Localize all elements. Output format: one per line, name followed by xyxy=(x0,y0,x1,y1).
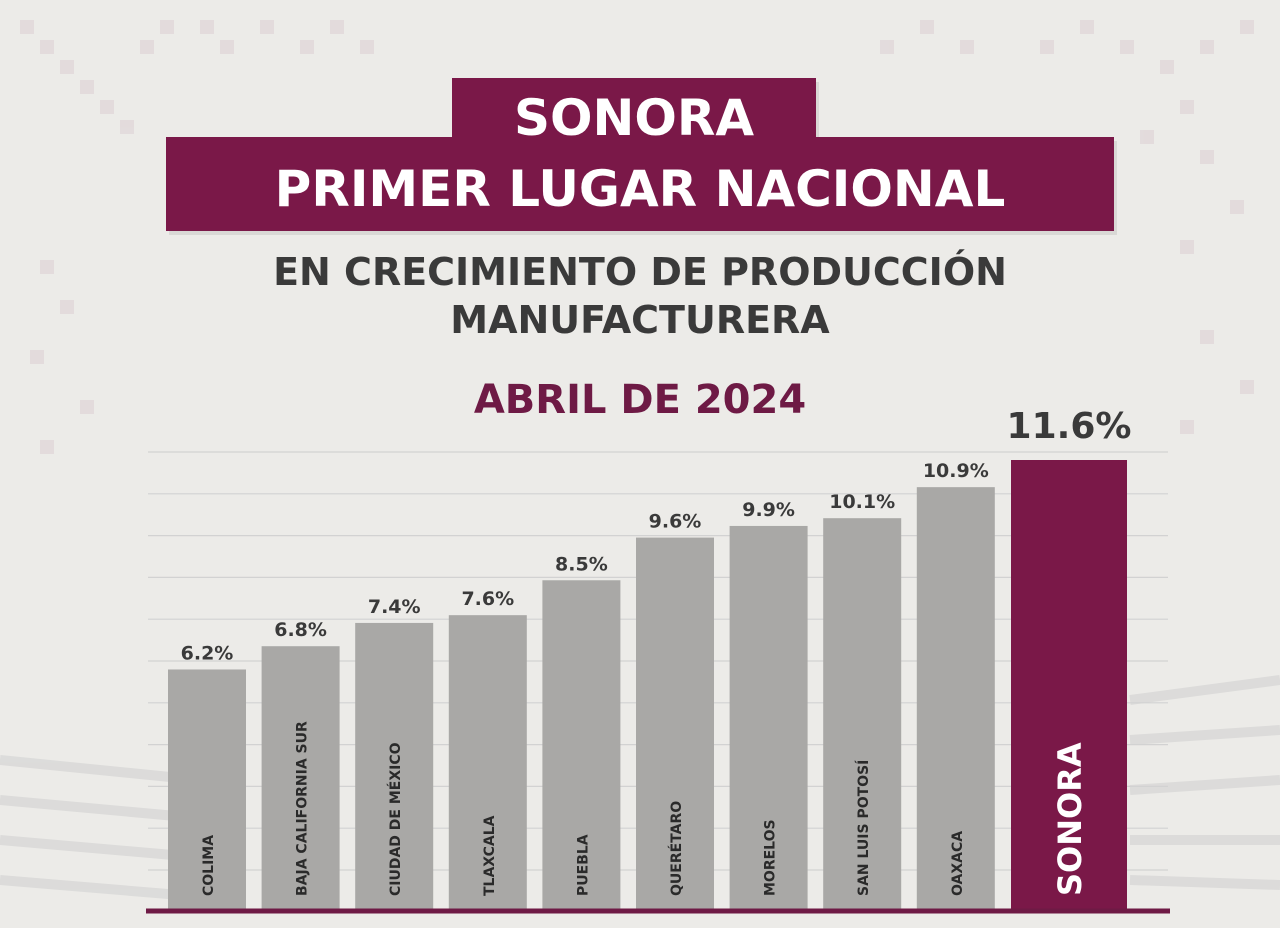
category-label: OAXACA xyxy=(950,831,966,896)
category-label: BAJA CALIFORNIA SUR xyxy=(295,721,311,896)
title-line-2: PRIMER LUGAR NACIONAL xyxy=(166,137,1114,231)
bar-sonora xyxy=(1011,460,1127,910)
bar-oaxaca xyxy=(916,487,995,910)
bar-value-label: 6.2% xyxy=(181,642,234,664)
bar-value-label: 11.6% xyxy=(1007,406,1132,447)
bar-quer-taro xyxy=(636,537,714,910)
category-label: PUEBLA xyxy=(575,834,591,896)
bar-san-luis-potos- xyxy=(823,518,902,910)
bar-puebla xyxy=(542,580,621,910)
subtitle-line-2: MANUFACTURERA xyxy=(450,298,830,342)
category-label: SONORA xyxy=(1051,742,1089,896)
bar-baja-california-sur xyxy=(261,646,340,910)
category-label: COLIMA xyxy=(201,835,217,896)
category-label: MORELOS xyxy=(763,819,779,896)
subtitle-line-1: EN CRECIMIENTO DE PRODUCCIÓN xyxy=(273,250,1007,294)
bar-value-label: 10.9% xyxy=(923,460,989,482)
bar-value-label: 9.6% xyxy=(649,511,702,533)
category-label: CIUDAD DE MÉXICO xyxy=(387,742,404,896)
category-label: SAN LUIS POTOSÍ xyxy=(855,760,872,896)
category-label: TLAXCALA xyxy=(482,815,498,896)
bar-value-label: 9.9% xyxy=(742,499,795,521)
period-label: ABRIL DE 2024 xyxy=(473,377,807,423)
bar-tlaxcala xyxy=(448,615,527,910)
bar-value-label: 8.5% xyxy=(555,553,608,575)
bar-value-label: 7.6% xyxy=(461,588,514,610)
bar-value-label: 6.8% xyxy=(274,619,327,641)
category-label: QUERÉTARO xyxy=(668,801,685,896)
bar-morelos xyxy=(729,525,808,910)
bar-colima xyxy=(168,669,246,910)
bar-value-label: 7.4% xyxy=(368,596,421,618)
bar-value-label: 10.1% xyxy=(829,491,895,513)
bar-ciudad-de-m-xico xyxy=(355,622,434,910)
